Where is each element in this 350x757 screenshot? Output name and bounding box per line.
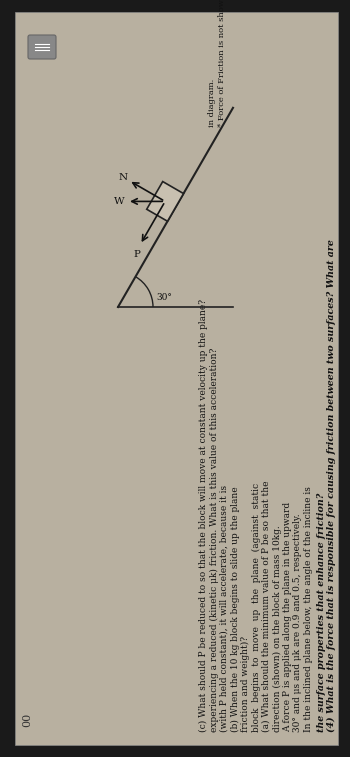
Text: block  begins  to  move  up  the  plane  (against  static: block begins to move up the plane (again… [252, 483, 261, 732]
FancyBboxPatch shape [28, 35, 56, 59]
FancyBboxPatch shape [15, 12, 338, 745]
Text: W: W [114, 197, 124, 206]
Text: direction (shown) on the block of mass 10kg.: direction (shown) on the block of mass 1… [273, 525, 282, 732]
Text: 30°: 30° [156, 293, 172, 302]
Text: 00: 00 [22, 713, 32, 727]
Text: experiencing a reduced (kinetic μk) friction. What is this value of this acceler: experiencing a reduced (kinetic μk) fric… [210, 347, 219, 732]
Text: 30° and μs and μk are 0.9 and 0.5, respectively.: 30° and μs and μk are 0.9 and 0.5, respe… [294, 513, 302, 732]
Text: friction and weight)?: friction and weight)? [241, 636, 250, 732]
Text: N: N [119, 173, 128, 182]
Text: (a) What should the minimum value of P be so that the: (a) What should the minimum value of P b… [262, 481, 271, 732]
Text: in diagram.: in diagram. [208, 79, 216, 127]
Text: the surface properties that enhance friction?: the surface properties that enhance fric… [317, 493, 326, 732]
Text: In the inclined plane below, the angle of the incline is: In the inclined plane below, the angle o… [304, 486, 313, 732]
Text: (c) What should P be reduced to so that the block will move at constant velocity: (c) What should P be reduced to so that … [199, 299, 208, 732]
Text: (b) When the 10 kg block begins to slide up the plane: (b) When the 10 kg block begins to slide… [231, 487, 240, 732]
Polygon shape [147, 182, 183, 221]
Text: A force P is applied along the plane in the upward: A force P is applied along the plane in … [283, 502, 292, 732]
Text: (with P held constant), it will accelerate, because it is: (with P held constant), it will accelera… [220, 485, 229, 732]
Text: * Force of Friction is not shown: * Force of Friction is not shown [218, 0, 226, 127]
Text: P: P [133, 251, 140, 259]
Text: (4) What is the force that is responsible for causing friction between two surfa: (4) What is the force that is responsibl… [327, 239, 336, 732]
